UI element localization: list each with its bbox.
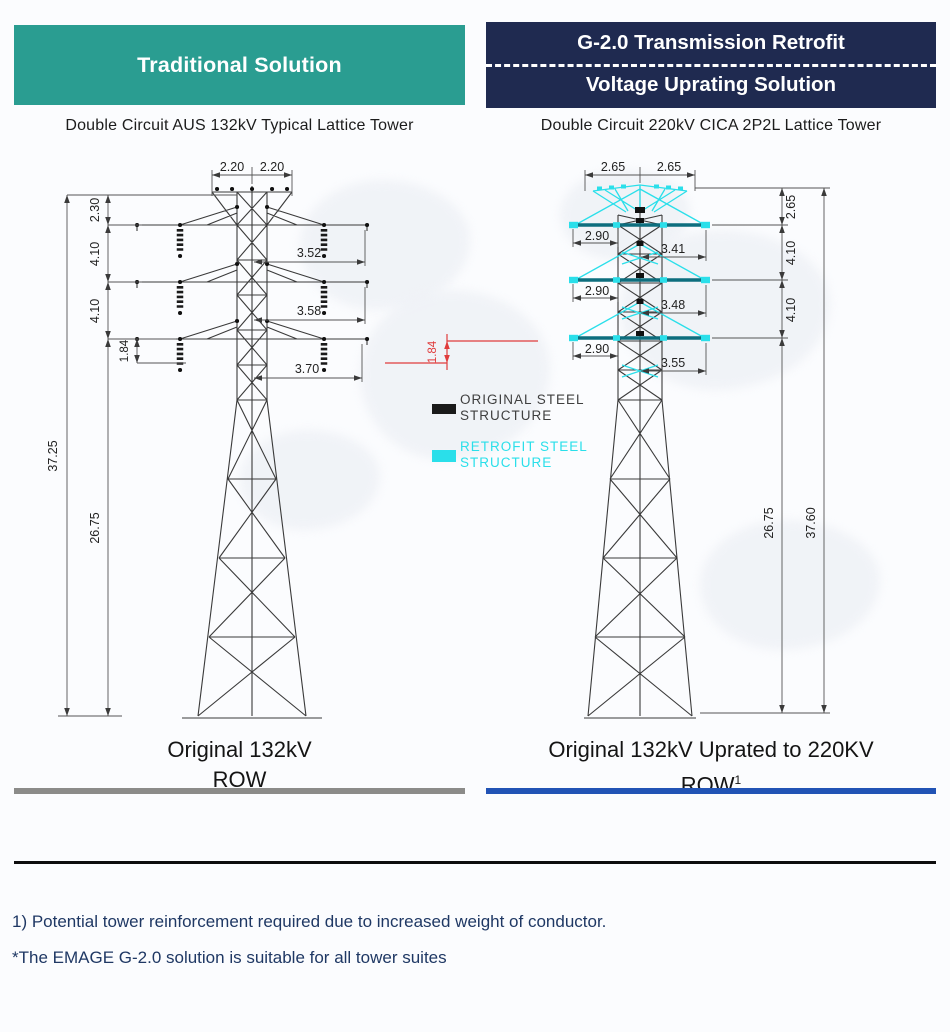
left-tower-caption: Original 132kV ROW: [14, 735, 465, 795]
dim-left-v-peak: 2.30: [88, 197, 102, 223]
dimension-arrowheads: [64, 172, 827, 716]
traditional-solution-title: Traditional Solution: [137, 52, 342, 77]
right-caption-line2: ROW1: [680, 772, 742, 798]
joint-dots: [135, 187, 370, 372]
dim-right-top-half-right: 2.65: [656, 160, 682, 174]
dim-right-lower-height: 26.75: [762, 507, 776, 539]
traditional-solution-header: Traditional Solution: [14, 25, 465, 105]
retrofit-steel-label-line1: RETROFIT STEEL: [460, 439, 588, 454]
dim-left-total-height: 37.25: [46, 440, 60, 472]
insulator-strings: [176, 229, 328, 366]
footnote-2: *The EMAGE G-2.0 solution is suitable fo…: [12, 948, 447, 967]
g20-header-line1: G-2.0 Transmission Retrofit: [577, 31, 845, 54]
dim-right-h-arm3: 3.55: [660, 356, 686, 370]
tower-drawings: [58, 167, 830, 719]
dim-left-v-mid2: 4.10: [88, 298, 102, 324]
dim-left-h-arm2: 3.58: [296, 304, 322, 318]
right-tower-caption: Original 132kV Uprated to 220KV ROW1: [486, 735, 936, 800]
retrofit-steel-label-line2: STRUCTURE: [460, 455, 553, 470]
g20-header-line2: Voltage Uprating Solution: [585, 73, 837, 96]
right-panel-underline-bar: [486, 788, 936, 794]
original-steel-label-line1: ORIGINAL STEEL: [460, 392, 585, 407]
left-tower-subtitle: Double Circuit AUS 132kV Typical Lattice…: [65, 117, 414, 134]
dim-right-v-peak: 2.65: [784, 194, 798, 220]
dim-right-h-arm1: 3.41: [660, 242, 686, 256]
dim-right-h-arm2: 3.48: [660, 298, 686, 312]
retrofit-cyan-lattice: [576, 184, 704, 378]
dim-right-top-half-left: 2.65: [600, 160, 626, 174]
g20-retrofit-header: G-2.0 Transmission Retrofit Voltage Upra…: [486, 22, 936, 108]
retrofit-fittings: [569, 184, 710, 342]
right-tower-drawing: [569, 184, 710, 719]
retrofit-crossarm-bars: [573, 223, 707, 340]
dim-right-total-height: 37.60: [804, 507, 818, 539]
dim-left-h-arm3: 3.70: [294, 362, 320, 376]
map-watermark-blob: [360, 290, 550, 460]
retrofit-steel-swatch: [432, 450, 456, 462]
dim-right-h-inner1: 2.90: [584, 229, 610, 243]
dim-highlight-difference: 1.84: [427, 340, 439, 364]
dim-right-h-inner2: 2.90: [584, 284, 610, 298]
dim-left-v-attach: 1.84: [119, 339, 131, 363]
dim-left-h-arm1: 3.52: [296, 246, 322, 260]
dim-right-h-inner3: 2.90: [584, 342, 610, 356]
left-tower-drawing: [135, 186, 370, 719]
dim-left-lower-height: 26.75: [88, 512, 102, 544]
dim-left-top-half-right: 2.20: [259, 160, 285, 174]
dim-left-v-mid1: 4.10: [88, 241, 102, 267]
map-watermark-blob: [240, 430, 380, 530]
left-caption-line2: ROW: [212, 767, 267, 792]
dimension-lines: [58, 167, 830, 717]
highlight-dimension-red-arrows: [444, 341, 450, 363]
caption-footnote-marker: 1: [734, 773, 742, 787]
dim-right-v-mid2: 4.10: [784, 297, 798, 323]
original-steel-swatch: [432, 404, 456, 414]
map-watermark-blob: [700, 520, 880, 650]
dim-left-top-half-left: 2.20: [219, 160, 245, 174]
right-caption-line1: Original 132kV Uprated to 220KV: [548, 737, 874, 762]
footnote-1: 1) Potential tower reinforcement require…: [12, 912, 607, 931]
right-tower-subtitle: Double Circuit 220kV CICA 2P2L Lattice T…: [540, 117, 882, 134]
dashed-divider-line: [486, 64, 936, 67]
dim-right-v-mid1: 4.10: [784, 240, 798, 266]
conductor-anchors: [635, 207, 645, 336]
footnote-divider-line: [14, 861, 936, 864]
original-steel-label-line2: STRUCTURE: [460, 408, 553, 423]
map-watermark-blob: [300, 180, 470, 310]
left-caption-line1: Original 132kV: [167, 737, 312, 762]
highlight-dimension-red: [385, 334, 538, 370]
left-panel-underline-bar: [14, 788, 465, 794]
